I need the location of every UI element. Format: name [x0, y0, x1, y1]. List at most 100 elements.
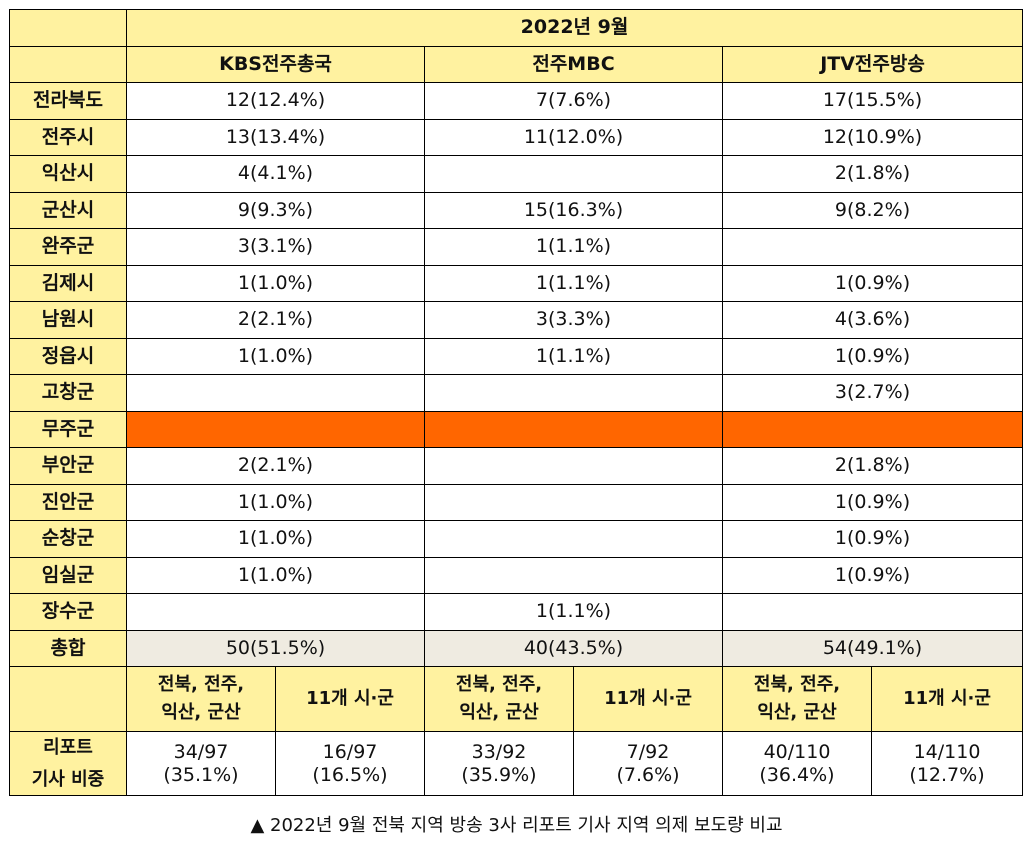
subheader-line: 익산, 군산 — [161, 702, 241, 723]
report-ratio-row: 리포트 기사 비중 34/97 (35.1%) 16/97 (16.5%) 33/92 (35… — [9, 731, 1024, 796]
total-cell-kbs: 50(51.5%) — [126, 629, 425, 667]
value-cell-jtv: 9(8.2%) — [721, 191, 1024, 229]
table-row: 무주군 — [9, 410, 1024, 448]
value-cell-jtv: 1(0.9%) — [721, 264, 1024, 302]
ratio-pct: (7.6%) — [616, 763, 680, 786]
table-row: 김제시 1(1.0%) 1(1.1%) 1(0.9%) — [9, 264, 1024, 302]
ratio-pct: (36.4%) — [759, 763, 835, 786]
value-cell-mbc: 3(3.3%) — [424, 301, 723, 339]
value-cell-kbs — [126, 593, 425, 631]
region-label: 진안군 — [9, 483, 127, 521]
total-label: 총합 — [9, 629, 127, 667]
value-cell-kbs: 9(9.3%) — [126, 191, 425, 229]
value-cell-kbs — [126, 374, 425, 412]
value-cell-jtv — [721, 410, 1024, 448]
value-cell-mbc: 11(12.0%) — [424, 118, 723, 156]
period-header: 2022년 9월 — [125, 9, 1024, 47]
total-row: 총합 50(51.5%) 40(43.5%) 54(49.1%) — [9, 629, 1024, 667]
corner-cell — [9, 9, 127, 47]
region-label: 고창군 — [9, 374, 127, 412]
table-caption: ▲ 2022년 9월 전북 지역 방송 3사 리포트 기사 지역 의제 보도량 … — [250, 815, 783, 836]
value-cell-jtv: 1(0.9%) — [721, 520, 1024, 558]
ratio-count: 14/110 — [913, 740, 981, 763]
total-cell-jtv: 54(49.1%) — [721, 629, 1024, 667]
subheader-region-group-mbc: 전북, 전주, 익산, 군산 — [424, 666, 574, 732]
table-row: 남원시 2(2.1%) 3(3.3%) 4(3.6%) — [9, 301, 1024, 339]
subheader-line: 전북, 전주, — [455, 674, 543, 696]
ratio-pct: (12.7%) — [909, 763, 985, 786]
value-cell-jtv — [721, 228, 1024, 266]
ratio-pct: (35.9%) — [461, 763, 537, 786]
table-row: 전주시 13(13.4%) 11(12.0%) 12(10.9%) — [9, 118, 1024, 156]
ratio-count: 33/92 — [471, 740, 527, 763]
region-label: 전라북도 — [9, 82, 127, 120]
subheader-11-counties-mbc: 11개 시·군 — [573, 666, 723, 732]
region-label: 군산시 — [9, 191, 127, 229]
ratio-count: 7/92 — [626, 740, 670, 763]
value-cell-mbc — [424, 556, 723, 594]
table-row: 완주군 3(3.1%) 1(1.1%) — [9, 228, 1024, 266]
subheader-line: 익산, 군산 — [757, 702, 837, 723]
regional-coverage-table: 2022년 9월 KBS전주총국 전주MBC JTV전주방송 전라북도 12(12… — [9, 9, 1024, 796]
region-label: 무주군 — [9, 410, 127, 448]
ratio-count: 16/97 — [322, 740, 378, 763]
value-cell-kbs — [126, 410, 425, 448]
value-cell-kbs: 12(12.4%) — [126, 82, 425, 120]
table-row: 진안군 1(1.0%) 1(0.9%) — [9, 483, 1024, 521]
region-label: 순창군 — [9, 520, 127, 558]
value-cell-mbc: 1(1.1%) — [424, 593, 723, 631]
station-header-jtv: JTV전주방송 — [721, 45, 1024, 83]
value-cell-kbs: 2(2.1%) — [126, 301, 425, 339]
region-label: 익산시 — [9, 155, 127, 193]
corner-cell — [9, 666, 127, 732]
total-cell-mbc: 40(43.5%) — [424, 629, 723, 667]
value-cell-mbc: 7(7.6%) — [424, 82, 723, 120]
value-cell-jtv: 1(0.9%) — [721, 337, 1024, 375]
value-cell-mbc — [424, 155, 723, 193]
value-cell-mbc: 1(1.1%) — [424, 337, 723, 375]
value-cell-mbc: 1(1.1%) — [424, 264, 723, 302]
ratio-cell-mbc-a: 33/92 (35.9%) — [424, 731, 574, 796]
table-row: 고창군 3(2.7%) — [9, 374, 1024, 412]
region-label: 김제시 — [9, 264, 127, 302]
corner-cell — [9, 45, 127, 83]
table-row: 정읍시 1(1.0%) 1(1.1%) 1(0.9%) — [9, 337, 1024, 375]
region-label: 완주군 — [9, 228, 127, 266]
value-cell-jtv: 1(0.9%) — [721, 483, 1024, 521]
ratio-cell-kbs-b: 16/97 (16.5%) — [275, 731, 425, 796]
subheader-11-counties-kbs: 11개 시·군 — [275, 666, 425, 732]
value-cell-jtv: 12(10.9%) — [721, 118, 1024, 156]
subheader-11-counties-jtv: 11개 시·군 — [870, 666, 1024, 732]
value-cell-jtv: 2(1.8%) — [721, 447, 1024, 485]
ratio-cell-kbs-a: 34/97 (35.1%) — [126, 731, 276, 796]
table-row: 군산시 9(9.3%) 15(16.3%) 9(8.2%) — [9, 191, 1024, 229]
value-cell-jtv: 17(15.5%) — [721, 82, 1024, 120]
region-label: 전주시 — [9, 118, 127, 156]
value-cell-kbs: 3(3.1%) — [126, 228, 425, 266]
value-cell-mbc — [424, 483, 723, 521]
region-label: 임실군 — [9, 556, 127, 594]
station-header-kbs: KBS전주총국 — [126, 45, 425, 83]
value-cell-kbs: 13(13.4%) — [126, 118, 425, 156]
table-row: 부안군 2(2.1%) 2(1.8%) — [9, 447, 1024, 485]
table-row: 익산시 4(4.1%) 2(1.8%) — [9, 155, 1024, 193]
table-row: 임실군 1(1.0%) 1(0.9%) — [9, 556, 1024, 594]
subheader-row: 전북, 전주, 익산, 군산 11개 시·군 전북, 전주, 익산, 군산 11개 시·군… — [9, 666, 1024, 732]
ratio-count: 34/97 — [173, 740, 229, 763]
value-cell-kbs: 1(1.0%) — [126, 337, 425, 375]
station-header-mbc: 전주MBC — [424, 45, 723, 83]
value-cell-jtv: 2(1.8%) — [721, 155, 1024, 193]
value-cell-mbc — [424, 410, 723, 448]
value-cell-mbc: 1(1.1%) — [424, 228, 723, 266]
ratio-pct: (35.1%) — [163, 763, 239, 786]
value-cell-mbc — [424, 520, 723, 558]
value-cell-kbs: 4(4.1%) — [126, 155, 425, 193]
table-row: 순창군 1(1.0%) 1(0.9%) — [9, 520, 1024, 558]
value-cell-mbc — [424, 374, 723, 412]
report-ratio-label-line: 리포트 — [43, 737, 93, 758]
value-cell-jtv: 3(2.7%) — [721, 374, 1024, 412]
value-cell-jtv: 1(0.9%) — [721, 556, 1024, 594]
value-cell-kbs: 2(2.1%) — [126, 447, 425, 485]
value-cell-jtv: 4(3.6%) — [721, 301, 1024, 339]
region-label: 정읍시 — [9, 337, 127, 375]
